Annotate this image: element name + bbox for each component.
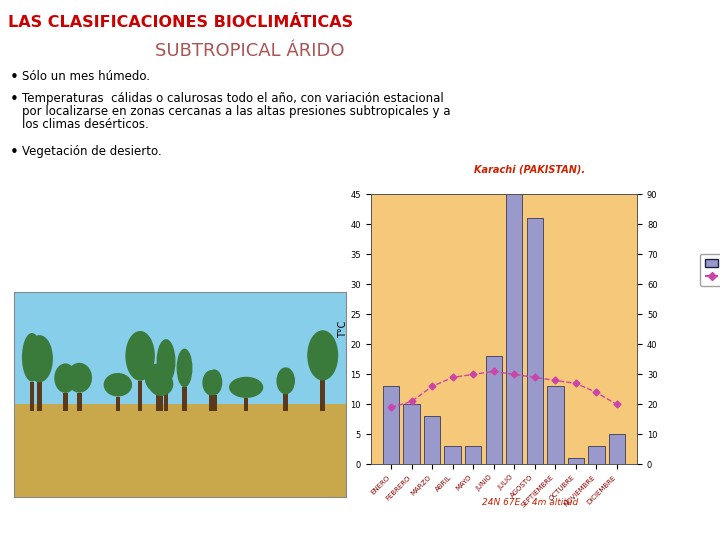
Text: •: • bbox=[10, 92, 19, 107]
Bar bbox=[383, 387, 400, 464]
Bar bbox=[14, 404, 346, 497]
Bar bbox=[156, 393, 161, 410]
Text: SUBTROPICAL ÁRIDO: SUBTROPICAL ÁRIDO bbox=[156, 42, 345, 60]
Ellipse shape bbox=[206, 369, 222, 395]
Bar bbox=[485, 356, 502, 464]
Bar bbox=[608, 434, 625, 464]
Ellipse shape bbox=[54, 363, 76, 393]
Ellipse shape bbox=[176, 349, 192, 387]
Text: 24N 67E    4m altitud: 24N 67E 4m altitud bbox=[482, 498, 578, 507]
Bar bbox=[115, 396, 120, 410]
Bar bbox=[403, 404, 420, 464]
Ellipse shape bbox=[26, 335, 53, 382]
Y-axis label: T°C: T°C bbox=[338, 321, 348, 338]
Bar bbox=[158, 396, 163, 410]
Bar bbox=[444, 447, 461, 464]
Text: por localizarse en zonas cercanas a las altas presiones subtropicales y a: por localizarse en zonas cercanas a las … bbox=[22, 105, 451, 118]
Bar bbox=[588, 447, 605, 464]
Text: los climas desérticos.: los climas desérticos. bbox=[22, 118, 149, 131]
Bar bbox=[320, 381, 325, 410]
Bar bbox=[244, 398, 248, 410]
Ellipse shape bbox=[125, 331, 155, 381]
Bar bbox=[209, 395, 214, 410]
Bar bbox=[284, 394, 288, 410]
Bar bbox=[567, 458, 584, 464]
Bar bbox=[163, 384, 168, 410]
Bar bbox=[37, 382, 42, 410]
Text: Vegetación de desierto.: Vegetación de desierto. bbox=[22, 145, 161, 158]
Text: Temperaturas  cálidas o calurosas todo el año, con variación estacional: Temperaturas cálidas o calurosas todo el… bbox=[22, 92, 444, 105]
Ellipse shape bbox=[202, 370, 220, 395]
Bar bbox=[30, 382, 35, 410]
Text: Karachi (PAKISTAN).: Karachi (PAKISTAN). bbox=[474, 165, 585, 175]
Ellipse shape bbox=[276, 367, 295, 394]
Ellipse shape bbox=[307, 330, 338, 381]
Bar bbox=[14, 292, 346, 404]
Ellipse shape bbox=[67, 363, 92, 393]
Bar bbox=[506, 0, 523, 464]
Bar bbox=[465, 447, 482, 464]
Text: Sólo un mes húmedo.: Sólo un mes húmedo. bbox=[22, 70, 150, 83]
Ellipse shape bbox=[156, 339, 176, 384]
Ellipse shape bbox=[104, 373, 132, 396]
Bar bbox=[63, 393, 68, 410]
Bar bbox=[77, 393, 81, 410]
Ellipse shape bbox=[145, 363, 172, 393]
Ellipse shape bbox=[229, 377, 264, 398]
Bar bbox=[526, 218, 543, 464]
Ellipse shape bbox=[22, 333, 42, 382]
Text: LAS CLASIFICACIONES BIOCLIMÁTICAS: LAS CLASIFICACIONES BIOCLIMÁTICAS bbox=[8, 15, 353, 30]
Text: •: • bbox=[10, 145, 19, 160]
Legend: Pmm, T°C: Pmm, T°C bbox=[701, 254, 720, 286]
Bar bbox=[424, 416, 441, 464]
Bar bbox=[182, 387, 187, 410]
Ellipse shape bbox=[148, 372, 174, 396]
Bar bbox=[138, 381, 143, 410]
Text: •: • bbox=[10, 70, 19, 85]
Bar bbox=[547, 387, 564, 464]
Bar bbox=[212, 395, 217, 410]
